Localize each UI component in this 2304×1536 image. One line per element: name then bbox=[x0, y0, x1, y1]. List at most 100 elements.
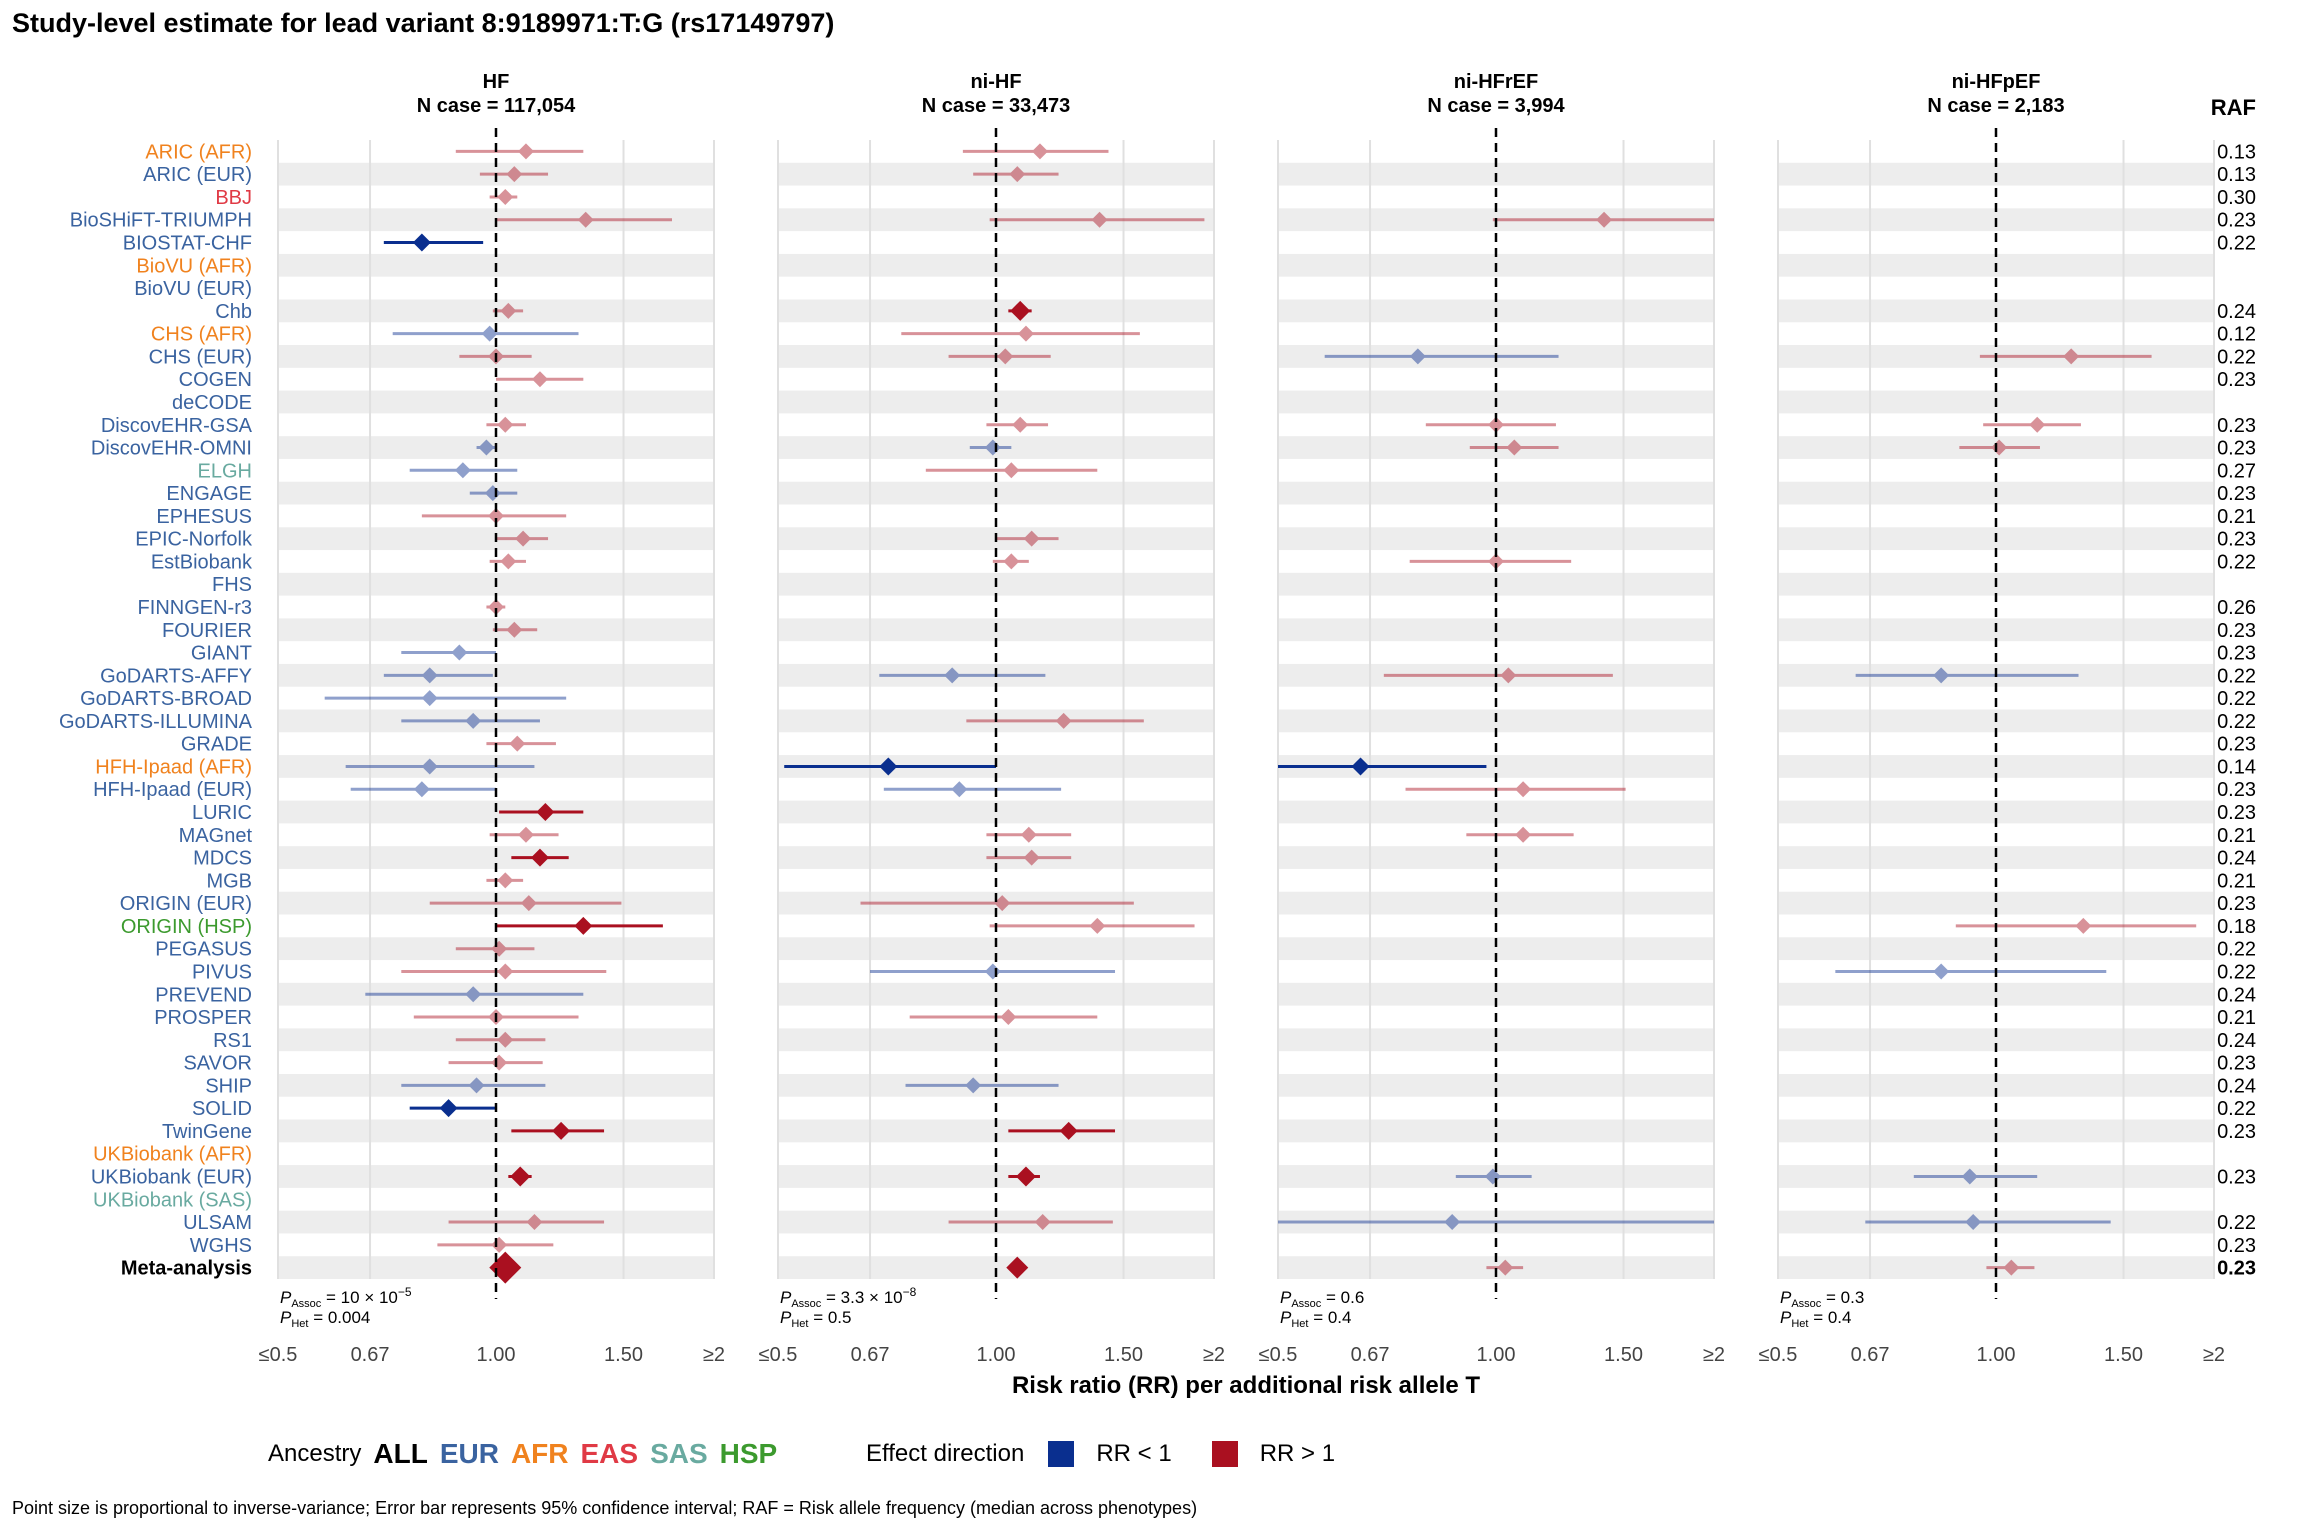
row-band bbox=[778, 1028, 1214, 1052]
point-estimate bbox=[2003, 1259, 2020, 1276]
study-label: PIVUS bbox=[192, 961, 252, 983]
estimate bbox=[496, 211, 673, 228]
raf-value: 0.14 bbox=[2217, 756, 2256, 778]
estimate bbox=[909, 1009, 1098, 1026]
x-tick-label: ≤0.5 bbox=[1259, 1344, 1298, 1366]
point-estimate bbox=[965, 1077, 982, 1094]
row-band bbox=[1778, 982, 2214, 1006]
row-band bbox=[278, 937, 714, 961]
point-estimate bbox=[1055, 712, 1072, 729]
point-estimate bbox=[489, 1251, 522, 1284]
raf-value: 0.22 bbox=[2217, 551, 2256, 573]
study-label: GRADE bbox=[181, 734, 252, 756]
estimate bbox=[486, 872, 524, 889]
row-band bbox=[278, 1028, 714, 1052]
point-estimate bbox=[412, 233, 431, 252]
legend-pos-label: RR > 1 bbox=[1259, 1440, 1336, 1467]
point-estimate bbox=[1488, 553, 1504, 570]
estimate bbox=[392, 325, 579, 342]
estimate bbox=[409, 462, 518, 479]
study-label: BioVU (AFR) bbox=[136, 255, 252, 277]
panel-subtitle: N case = 3,994 bbox=[1427, 95, 1565, 117]
panel-title: HF bbox=[483, 71, 510, 93]
estimate bbox=[973, 166, 1059, 183]
point-estimate bbox=[1031, 143, 1048, 160]
study-label: ARIC (AFR) bbox=[145, 141, 252, 163]
estimate bbox=[508, 1166, 532, 1187]
point-estimate bbox=[497, 416, 514, 433]
study-label: Meta-analysis bbox=[121, 1258, 252, 1280]
raf-value: 0.23 bbox=[2217, 1235, 2256, 1257]
raf-value: 0.23 bbox=[2217, 620, 2256, 642]
point-estimate bbox=[1006, 1256, 1029, 1279]
point-estimate bbox=[1506, 439, 1523, 456]
estimate bbox=[496, 916, 663, 935]
point-estimate bbox=[439, 1099, 458, 1118]
legend-anc-hsp: HSP bbox=[719, 1438, 778, 1469]
study-label: PROSPER bbox=[154, 1007, 252, 1029]
estimate bbox=[1425, 416, 1556, 433]
estimate bbox=[401, 644, 496, 661]
estimate bbox=[986, 416, 1049, 433]
x-axis-label: Risk ratio (RR) per additional risk alle… bbox=[1012, 1372, 1480, 1399]
x-tick-label: ≤0.5 bbox=[259, 1344, 298, 1366]
p-het: PHet = 0.4 bbox=[1280, 1308, 1351, 1330]
raf-value: 0.22 bbox=[2217, 346, 2256, 368]
point-estimate bbox=[1023, 849, 1040, 866]
raf-value: 0.13 bbox=[2217, 141, 2256, 163]
estimate bbox=[345, 758, 535, 775]
p-assoc: PAssoc = 3.3 × 10−8 bbox=[780, 1285, 917, 1310]
study-label: DiscovEHR-OMNI bbox=[91, 438, 252, 460]
study-label: ARIC (EUR) bbox=[143, 164, 252, 186]
raf-value: 0.23 bbox=[2217, 415, 2256, 437]
estimate bbox=[383, 233, 484, 252]
raf-value: 0.24 bbox=[2217, 984, 2256, 1006]
row-band bbox=[1778, 1210, 2214, 1234]
row-band bbox=[1278, 800, 1714, 824]
point-estimate bbox=[465, 712, 482, 729]
study-label: ENGAGE bbox=[166, 483, 252, 505]
study-label: EPHESUS bbox=[156, 506, 252, 528]
p-het: PHet = 0.4 bbox=[1780, 1308, 1851, 1330]
point-estimate bbox=[520, 895, 537, 912]
raf-value: 0.21 bbox=[2217, 1007, 2256, 1029]
raf-value: 0.22 bbox=[2217, 233, 2256, 255]
row-band bbox=[1778, 937, 2214, 961]
estimate bbox=[383, 667, 493, 684]
point-estimate bbox=[1091, 211, 1108, 228]
estimate bbox=[883, 781, 1062, 798]
estimate bbox=[989, 211, 1205, 228]
raf-value: 0.23 bbox=[2217, 779, 2256, 801]
raf-value: 0.21 bbox=[2217, 825, 2256, 847]
estimate bbox=[421, 507, 567, 524]
raf-value: 0.18 bbox=[2217, 916, 2256, 938]
row-band bbox=[778, 846, 1214, 869]
study-label: GoDARTS-ILLUMINA bbox=[59, 711, 253, 733]
study-label: MAGnet bbox=[179, 825, 253, 847]
raf-value: 0.23 bbox=[2217, 210, 2256, 232]
p-assoc: PAssoc = 10 × 10−5 bbox=[280, 1285, 412, 1310]
raf-value: 0.23 bbox=[2217, 1121, 2256, 1143]
raf-value: 0.30 bbox=[2217, 187, 2256, 209]
point-estimate bbox=[1965, 1214, 1982, 1231]
legend-effect: Effect direction RR < 1 RR > 1 bbox=[866, 1436, 1347, 1472]
estimate bbox=[1865, 1214, 2111, 1231]
raf-value: 0.23 bbox=[2217, 483, 2256, 505]
raf-value: 0.23 bbox=[2217, 734, 2256, 756]
study-label: SOLID bbox=[192, 1098, 252, 1120]
row-band bbox=[1278, 1119, 1714, 1143]
point-estimate bbox=[421, 758, 438, 775]
row-band bbox=[778, 1119, 1214, 1143]
point-estimate bbox=[478, 439, 495, 456]
legend-ancestry-title: Ancestry bbox=[268, 1440, 362, 1467]
point-estimate bbox=[2063, 348, 2080, 365]
x-tick-label: 0.67 bbox=[851, 1344, 890, 1366]
point-estimate bbox=[468, 1077, 485, 1094]
estimate bbox=[784, 757, 996, 776]
row-band bbox=[1778, 800, 2214, 824]
study-label: UKBiobank (SAS) bbox=[93, 1189, 252, 1211]
estimate bbox=[492, 302, 524, 319]
study-label: MGB bbox=[206, 870, 252, 892]
legend-anc-eas: EAS bbox=[580, 1438, 639, 1469]
row-band bbox=[778, 891, 1214, 915]
